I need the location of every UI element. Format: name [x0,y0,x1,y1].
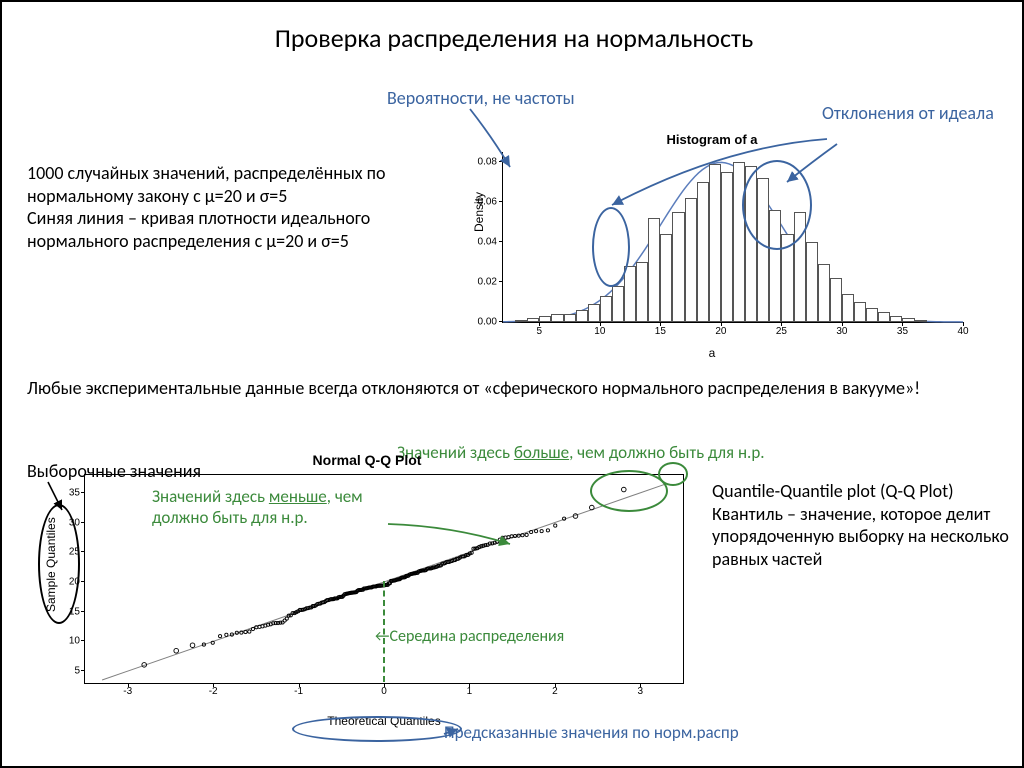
oval-qq-more1 [590,470,668,512]
qq-midline [383,581,385,682]
qqplot-title: Normal Q-Q Plot [32,452,702,468]
histogram-xlabel: a [442,346,982,360]
arrow-prob-freq [462,107,522,177]
arrow-dev2 [602,137,832,217]
qq-description: Quantile-Quantile plot (Q-Q Plot) Кванти… [712,480,1012,570]
arrow-sample-values [42,480,82,520]
desc-paragraph: 1000 случайных значений, распределённых … [27,162,427,252]
oval-qq-more2 [658,462,688,486]
slide-title: Проверка распределения на нормальность [2,22,1024,54]
oval-qq-ylabel [38,504,80,624]
arrow-less-values [382,520,522,560]
slide-container: Проверка распределения на нормальность В… [0,0,1024,768]
any-exp-paragraph: Любые экспериментальные данные всегда от… [27,377,987,400]
label-deviations: Отклонения от идеала [822,102,1002,125]
arrow-predicted [432,720,462,736]
oval-hist-left [592,207,630,287]
